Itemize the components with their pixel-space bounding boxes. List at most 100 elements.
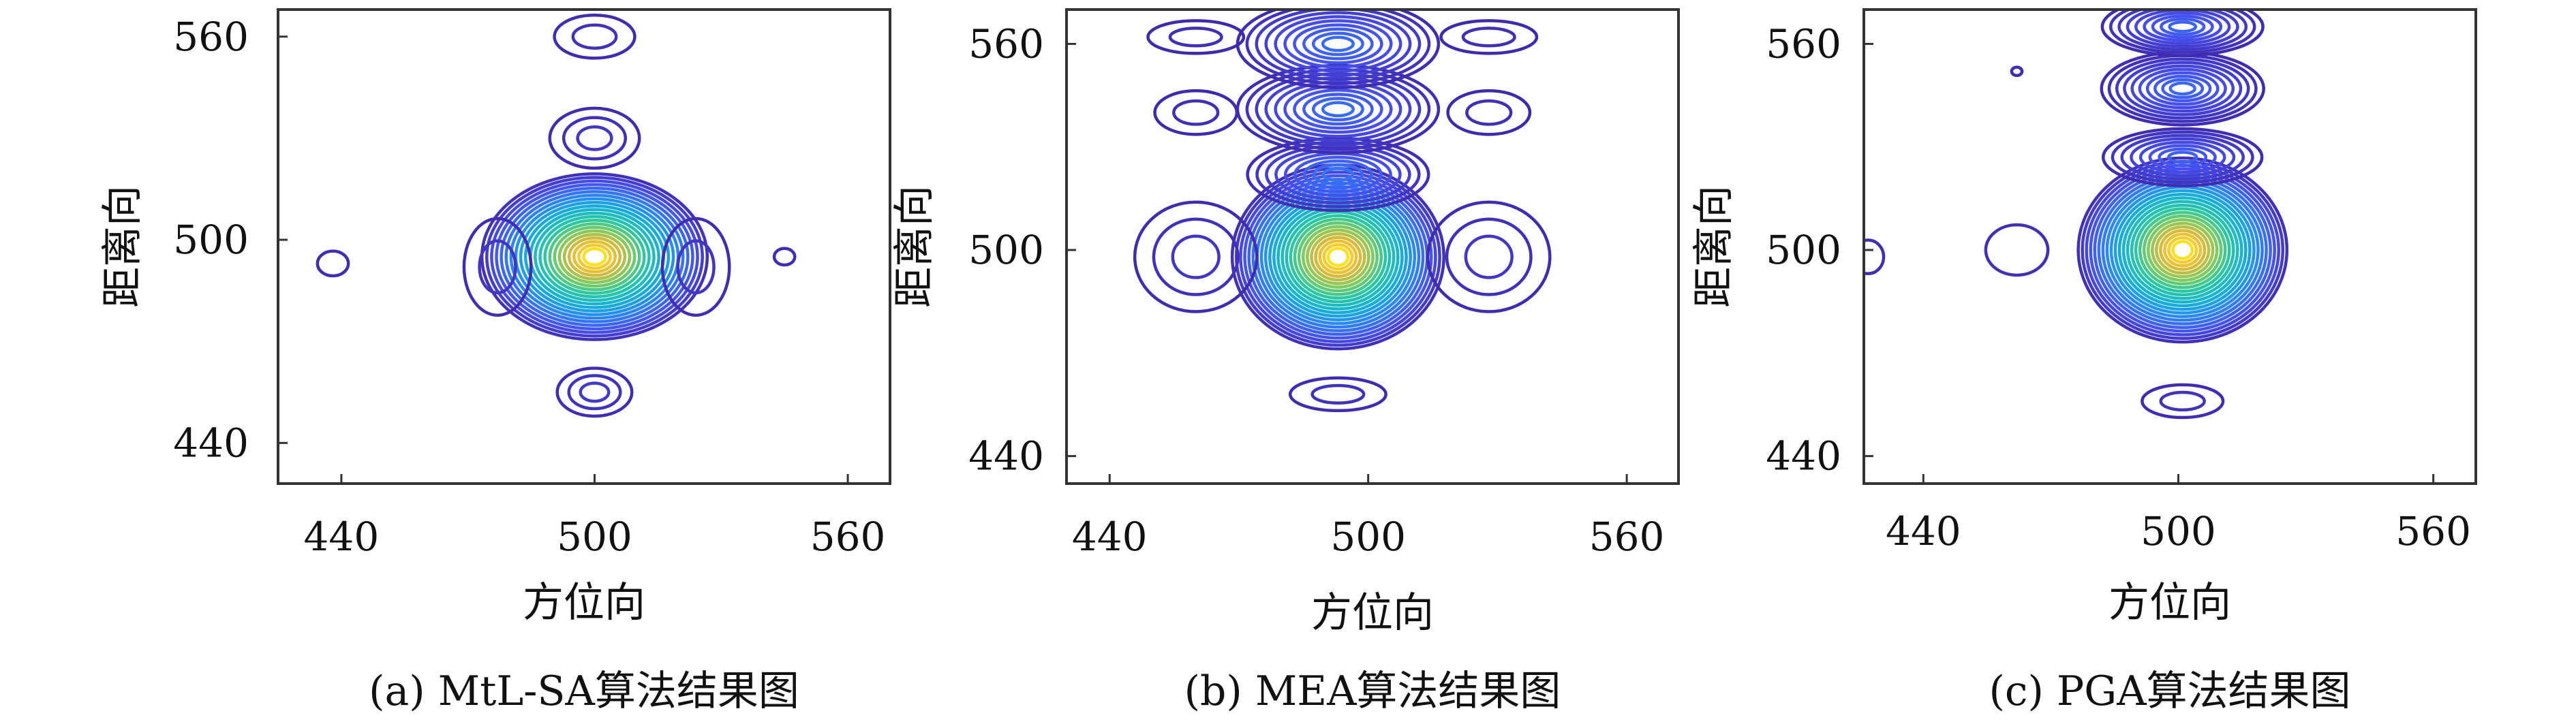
contour-level-2-7 [1302,93,1374,126]
contour-level-0-18 [2151,221,2215,279]
contour-level-3-1 [1245,10,1431,85]
panel-3: 440 500 560 440 500 560 方位向 距离向 (c) PGA算法结果图 [1690,8,2477,715]
contour-level-6-0 [1426,200,1552,313]
y-tick-label: 560 [968,20,1044,67]
contour-level-1-0 [1246,136,1430,213]
contour-level-2-6 [2145,71,2220,106]
contour-level-3-3 [1264,11,1412,77]
x-tick-label: 560 [1589,514,1665,560]
contour-level-0-5 [504,190,685,324]
contour-level-0-11 [534,211,656,302]
contour-level-0-4 [500,186,690,327]
panel-caption: (b) MEA算法结果图 [1184,667,1561,715]
x-tick-label: 500 [1330,514,1406,560]
contour-level-2-9 [2168,81,2196,96]
contour-level-0-16 [1297,221,1379,293]
x-axis-label: 方位向 [1311,589,1434,637]
contour-level-1-7 [2167,151,2198,164]
contour-level-8-0 [1446,89,1532,136]
panel-caption: (c) PGA算法结果图 [1989,667,2350,715]
contour-level-0-14 [1289,214,1387,300]
plot-frame [1862,8,2477,485]
x-axis-label: 方位向 [523,579,645,627]
contour-level-2-7 [2153,74,2212,103]
y-axis-label: 距离向 [891,185,938,308]
panel-caption: (a) MtL-SA算法结果图 [369,667,799,715]
contour-level-1-1 [567,374,622,411]
y-axis-label: 距离向 [99,185,147,308]
contour-plot [316,13,797,418]
contour-level-0-20 [1314,236,1362,278]
contour-level-0-17 [2146,218,2219,282]
plot-frame [277,8,891,485]
y-tick-label: 440 [1766,433,1841,479]
contour-level-0-2 [490,179,699,334]
contour-level-3-3 [2126,10,2239,48]
contour-level-1-8 [1321,167,1355,182]
contour-level-3-0 [553,13,637,60]
contour-level-3-6 [2151,14,2214,40]
contour-level-0-11 [1276,203,1400,311]
contour-level-0-9 [1268,195,1408,318]
contour-level-3-7 [2160,17,2206,36]
contour-level-1-1 [1255,140,1421,208]
y-axis-label: 距离向 [1690,185,1738,308]
contour-level-2-8 [2161,78,2205,99]
panel-1: 440 500 560 440 500 560 方位向 距离向 (a) MtL-SA算法结果图 [99,8,891,715]
contour-level-0-12 [1281,206,1396,307]
contour-level-0-2 [1239,170,1437,343]
contour-level-2-3 [2123,61,2243,116]
contour-level-2-9 [1321,101,1355,118]
contour-level-3-5 [2143,11,2223,42]
contour-level-0-8 [519,200,671,313]
contour-level-4-1 [1310,383,1366,405]
contour-level-3-1 [2109,10,2256,54]
contour-level-10-0 [1439,19,1539,55]
contour-level-1-2 [2120,133,2245,181]
contour-level-0-16 [557,229,632,285]
y-tick-label: 500 [173,217,249,263]
contour-level-0-14 [548,222,641,292]
contour-level-0-14 [2134,207,2231,293]
contour-level-2-2 [2115,57,2250,120]
y-tick-label: 440 [968,433,1044,479]
contour-level-6-1 [1445,217,1533,296]
contour-level-7-0 [772,247,797,267]
contour-level-3-2 [1255,10,1422,81]
contour-level-0-7 [2105,181,2260,319]
contour-level-9-0 [1146,19,1246,55]
contour-level-2-2 [576,125,613,151]
contour-level-1-0 [555,366,634,418]
contour-plot [1133,10,1552,413]
contour-level-3-0 [2100,10,2265,57]
contour-level-1-5 [1293,155,1383,193]
contour-plot [1864,10,2289,420]
contour-level-4-1 [478,239,517,295]
contour-level-7-1 [1172,99,1220,126]
x-tick-label: 440 [1072,514,1148,560]
contour-level-0-10 [2117,192,2248,308]
contour-level-5-0 [1984,223,2050,277]
y-tick-label: 500 [968,227,1044,273]
contour-level-2-8 [1311,97,1364,122]
contour-level-0-0 [2076,156,2289,344]
contour-level-0-19 [1310,232,1366,282]
contour-level-0-7 [514,197,675,317]
contour-level-0-23 [2171,240,2194,260]
contour-level-3-8 [1311,31,1364,57]
contour-level-3-5 [1283,19,1393,69]
contour-level-0-1 [485,176,704,338]
contour-level-1-2 [579,381,611,403]
contour-level-6-0 [2010,65,2024,78]
x-axis-label: 方位向 [2109,579,2231,627]
contour-level-0-13 [543,219,646,295]
contour-level-0-23 [1326,247,1350,267]
contour-level-2-5 [2138,67,2227,110]
y-tick-label: 560 [173,14,249,60]
contour-level-1-1 [2111,130,2254,185]
contour-level-5-0 [1133,200,1259,313]
contour-level-2-1 [562,116,628,161]
contour-level-0-15 [2138,210,2227,289]
contour-level-3-6 [1293,23,1383,65]
contour-level-4-0 [2141,383,2225,420]
